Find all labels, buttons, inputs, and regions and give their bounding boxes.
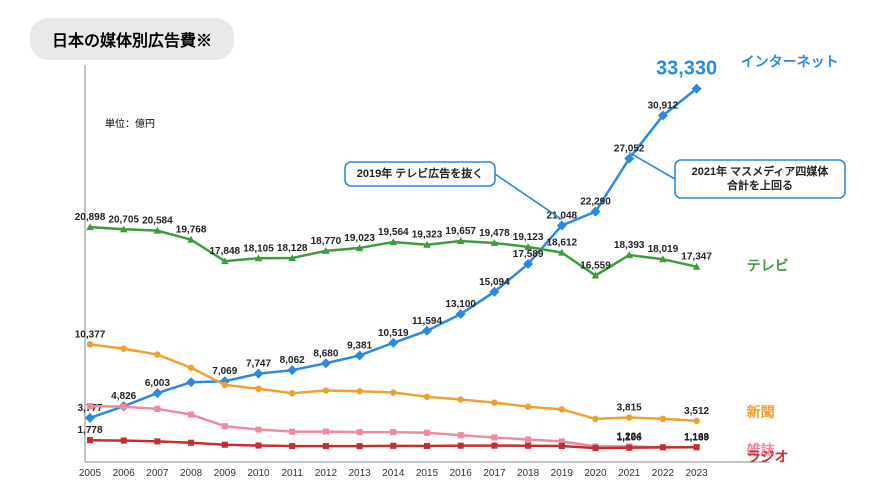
data-label: 9,381 xyxy=(347,340,372,351)
data-label: 19,123 xyxy=(513,232,544,243)
series-label: テレビ xyxy=(747,258,789,274)
series-label: インターネット xyxy=(741,54,839,70)
data-label: 11,594 xyxy=(412,316,442,327)
data-label: 1,778 xyxy=(77,425,102,436)
data-label: 20,584 xyxy=(142,216,173,227)
data-label: 3,512 xyxy=(684,406,709,417)
data-label: 17,347 xyxy=(681,252,712,263)
data-label: 8,062 xyxy=(280,355,305,366)
data-label: 20,898 xyxy=(75,212,106,223)
x-tick: 2014 xyxy=(382,468,405,479)
x-tick: 2013 xyxy=(348,468,371,479)
data-label: 18,393 xyxy=(614,240,645,251)
data-label: 16,559 xyxy=(580,260,611,271)
x-tick: 2018 xyxy=(517,468,540,479)
series-label: 新聞 xyxy=(747,404,775,420)
data-label: 1,139 xyxy=(684,432,709,443)
series-label: ラジオ xyxy=(747,448,789,464)
data-label: 18,612 xyxy=(547,238,578,249)
annotation-text: 2019年 テレビ広告を抜く xyxy=(357,166,484,180)
data-label: 17,848 xyxy=(210,246,241,257)
x-tick: 2008 xyxy=(180,468,203,479)
series-新聞 xyxy=(90,344,697,420)
x-tick: 2006 xyxy=(113,468,136,479)
x-tick: 2021 xyxy=(618,468,641,479)
data-label: 1,106 xyxy=(617,433,642,444)
x-tick: 2019 xyxy=(551,468,574,479)
data-label: 18,019 xyxy=(648,244,679,255)
x-tick: 2012 xyxy=(315,468,338,479)
data-label: 3,815 xyxy=(617,402,642,413)
data-label: 6,003 xyxy=(145,378,170,389)
chart-canvas: 2005 2006 2007 2008 2009 2010 2011 2012 2013 2014… xyxy=(0,0,885,503)
x-tick: 2016 xyxy=(450,468,473,479)
data-label: 7,069 xyxy=(212,366,237,377)
data-label: 10,377 xyxy=(75,329,106,340)
data-label: 30,912 xyxy=(648,101,679,112)
data-label: 8,680 xyxy=(313,348,338,359)
x-tick: 2010 xyxy=(247,468,270,479)
data-label: 18,128 xyxy=(277,243,308,254)
x-tick: 2023 xyxy=(685,468,708,479)
data-label: 18,770 xyxy=(311,236,342,247)
data-label: 19,478 xyxy=(479,228,510,239)
data-label: 4,826 xyxy=(111,391,136,402)
data-label: 18,105 xyxy=(243,243,274,254)
data-label: 10,519 xyxy=(378,328,409,339)
x-tick: 2009 xyxy=(214,468,237,479)
data-label: 13,100 xyxy=(445,299,476,310)
x-tick: 2017 xyxy=(483,468,506,479)
x-tick: 2007 xyxy=(146,468,169,479)
data-label: 19,657 xyxy=(445,226,476,237)
highlight-value: 33,330 xyxy=(656,58,717,80)
data-label: 19,323 xyxy=(412,230,443,241)
x-tick: 2005 xyxy=(79,468,102,479)
data-label: 7,747 xyxy=(246,359,271,370)
x-tick: 2015 xyxy=(416,468,439,479)
annotation-pointer xyxy=(495,174,562,219)
annotation-pointer xyxy=(629,153,675,179)
x-tick: 2022 xyxy=(652,468,675,479)
data-label: 19,768 xyxy=(176,225,207,236)
data-label: 17,589 xyxy=(513,249,544,260)
x-tick: 2020 xyxy=(584,468,607,479)
data-label: 22,290 xyxy=(580,197,611,208)
x-tick: 2011 xyxy=(281,468,303,479)
annotation-text: 合計を上回る xyxy=(727,178,793,192)
series-インターネット xyxy=(90,89,697,418)
data-label: 15,094 xyxy=(479,277,510,288)
data-label: 20,705 xyxy=(108,214,139,225)
data-label: 19,564 xyxy=(378,227,409,238)
data-label: 19,023 xyxy=(344,233,375,244)
annotation-text: 2021年 マスメディア四媒体 xyxy=(692,164,830,178)
